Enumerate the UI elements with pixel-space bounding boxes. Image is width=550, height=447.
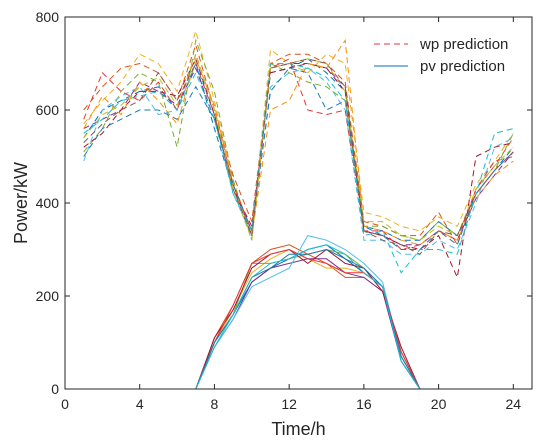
tick-layer: 0 4 8 12 16 20 24 0 200 400 600 800	[36, 9, 532, 412]
wp-prediction-line-10	[83, 67, 514, 250]
wp-prediction-line-7	[83, 57, 514, 280]
x-tick-label: 0	[61, 396, 69, 412]
legend: wp prediction pv prediction	[374, 36, 508, 75]
wp-prediction-line-12	[83, 63, 514, 274]
y-tick-label: 800	[36, 9, 60, 25]
wp-prediction-line-9	[83, 38, 514, 246]
x-tick-label: 20	[431, 396, 447, 412]
y-axis-label: Power/kW	[11, 162, 31, 244]
legend-wp-label: wp prediction	[419, 36, 508, 53]
legend-pv-label: pv prediction	[420, 58, 505, 75]
x-axis-label: Time/h	[271, 419, 325, 439]
x-tick-label: 8	[211, 396, 219, 412]
wp-prediction-line-8	[83, 52, 514, 251]
x-tick-label: 16	[356, 396, 372, 412]
wp-prediction-line-5	[83, 38, 514, 241]
y-tick-label: 400	[36, 195, 60, 211]
y-tick-label: 600	[36, 102, 60, 118]
x-tick-label: 4	[136, 396, 144, 412]
wp-prediction-line-6	[83, 62, 514, 255]
x-tick-label: 24	[506, 396, 522, 412]
wp-prediction-line-2	[83, 43, 514, 247]
x-tick-label: 12	[281, 396, 297, 412]
wp-prediction-line-3	[83, 29, 514, 236]
y-tick-label: 200	[36, 288, 60, 304]
y-tick-label: 0	[51, 381, 59, 397]
wp-prediction-line-11	[83, 52, 514, 241]
